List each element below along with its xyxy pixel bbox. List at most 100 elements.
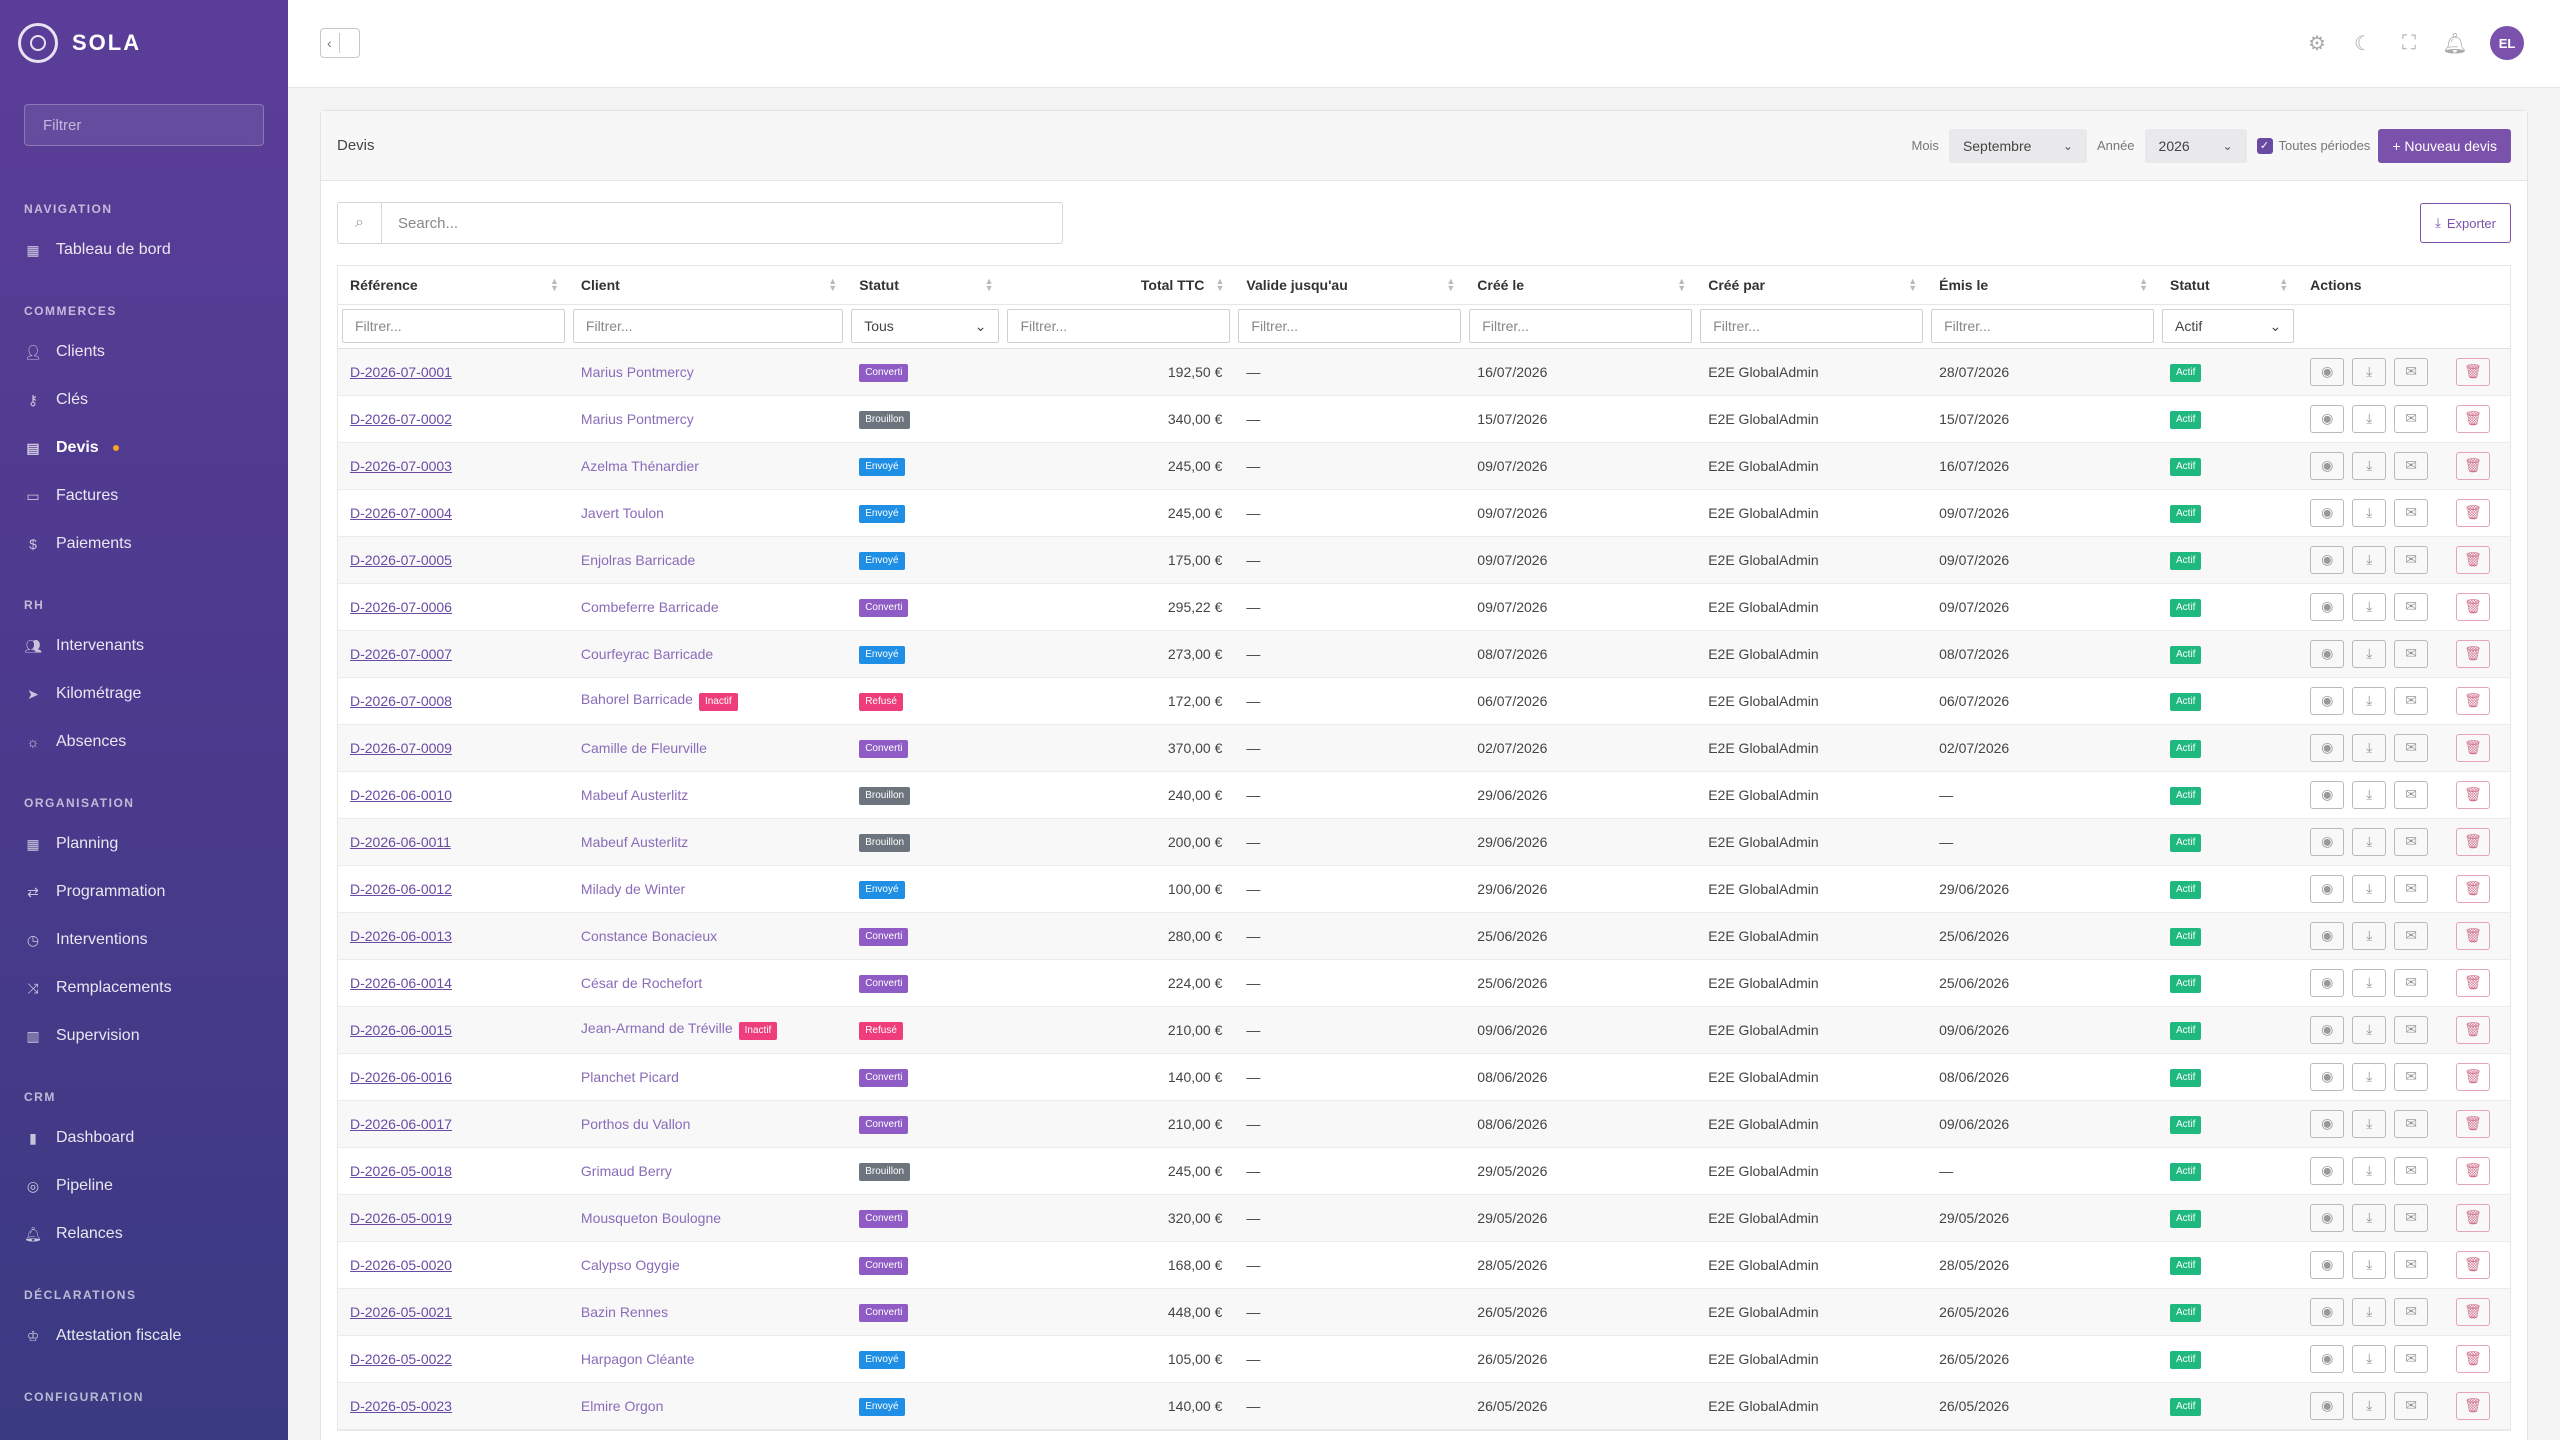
sidebar-item-devis[interactable]: ▤ Devis <box>0 424 288 472</box>
sidebar-item-relances[interactable]: 🔔︎ Relances <box>0 1210 288 1258</box>
delete-button[interactable]: 🗑︎ <box>2456 357 2490 386</box>
quote-reference-link[interactable]: D-2026-06-0012 <box>350 880 452 897</box>
view-button[interactable]: ◉ <box>2310 1203 2345 1232</box>
client-name[interactable]: Porthos du Vallon <box>580 1115 691 1132</box>
download-button[interactable]: ⤓ <box>2352 921 2387 950</box>
quote-reference-link[interactable]: D-2026-07-0002 <box>350 410 452 427</box>
email-button[interactable]: ✉ <box>2394 1297 2429 1326</box>
client-name[interactable]: Camille de Fleurville <box>580 739 707 756</box>
download-button[interactable]: ⤓ <box>2352 686 2387 715</box>
email-button[interactable]: ✉ <box>2394 451 2429 480</box>
month-select[interactable]: Septembre ⌄ <box>1948 128 2087 163</box>
delete-button[interactable]: 🗑︎ <box>2456 639 2490 668</box>
sidebar-item-kilometrage[interactable]: ➤ Kilométrage <box>0 670 288 718</box>
delete-button[interactable]: 🗑︎ <box>2456 1203 2490 1232</box>
col-issued[interactable]: Émis le ▲ ▼ <box>1927 266 2159 305</box>
email-button[interactable]: ✉ <box>2394 921 2429 950</box>
quote-reference-link[interactable]: D-2026-06-0016 <box>350 1068 452 1085</box>
delete-button[interactable]: 🗑︎ <box>2456 404 2490 433</box>
quote-reference-link[interactable]: D-2026-07-0008 <box>350 692 452 709</box>
fullscreen-icon[interactable]: ⛶ <box>2402 31 2416 54</box>
sidebar-item-programmation[interactable]: ⇄ Programmation <box>0 868 288 916</box>
sidebar-item-planning[interactable]: ▦ Planning <box>0 820 288 868</box>
download-button[interactable]: ⤓ <box>2352 592 2387 621</box>
download-button[interactable]: ⤓ <box>2352 498 2387 527</box>
client-name[interactable]: Mousqueton Boulogne <box>580 1209 722 1226</box>
download-button[interactable]: ⤓ <box>2352 451 2387 480</box>
delete-button[interactable]: 🗑︎ <box>2456 1015 2490 1044</box>
sidebar-item-supervision[interactable]: ▥ Supervision <box>0 1012 288 1060</box>
quote-reference-link[interactable]: D-2026-05-0022 <box>350 1350 452 1367</box>
quote-reference-link[interactable]: D-2026-07-0005 <box>350 551 452 568</box>
client-name[interactable]: Constance Bonacieux <box>580 927 718 944</box>
view-button[interactable]: ◉ <box>2310 968 2345 997</box>
sidebar-item-intervenants[interactable]: 👥︎ Intervenants <box>0 622 288 670</box>
view-button[interactable]: ◉ <box>2310 780 2345 809</box>
col-reference[interactable]: Référence ▲ ▼ <box>338 266 569 305</box>
view-button[interactable]: ◉ <box>2310 1391 2345 1420</box>
email-button[interactable]: ✉ <box>2394 592 2429 621</box>
view-button[interactable]: ◉ <box>2310 1344 2345 1373</box>
client-name[interactable]: Bahorel Barricade <box>580 690 693 707</box>
moon-icon[interactable]: ☾ <box>2354 32 2372 55</box>
quote-reference-link[interactable]: D-2026-07-0001 <box>350 363 452 380</box>
email-button[interactable]: ✉ <box>2394 1156 2429 1185</box>
email-button[interactable]: ✉ <box>2394 357 2429 386</box>
client-name[interactable]: César de Rochefort <box>580 974 703 991</box>
view-button[interactable]: ◉ <box>2310 1297 2345 1326</box>
download-button[interactable]: ⤓ <box>2352 545 2387 574</box>
sidebar-item-remplacements[interactable]: ⤨ Remplacements <box>0 964 288 1012</box>
download-button[interactable]: ⤓ <box>2352 1344 2387 1373</box>
sidebar-item-tableau-de-bord[interactable]: ▦ Tableau de bord <box>0 226 288 274</box>
filter-total[interactable]: Filtrer... <box>1007 309 1231 343</box>
view-button[interactable]: ◉ <box>2310 404 2345 433</box>
quote-reference-link[interactable]: D-2026-06-0010 <box>350 786 452 803</box>
quote-reference-link[interactable]: D-2026-05-0021 <box>350 1303 452 1320</box>
email-button[interactable]: ✉ <box>2394 1203 2429 1232</box>
view-button[interactable]: ◉ <box>2310 498 2345 527</box>
quote-reference-link[interactable]: D-2026-05-0018 <box>350 1162 452 1179</box>
year-select[interactable]: 2026 ⌄ <box>2144 128 2247 163</box>
sidebar-item-pipeline[interactable]: ◎ Pipeline <box>0 1162 288 1210</box>
delete-button[interactable]: 🗑︎ <box>2456 733 2490 762</box>
sidebar-item-interventions[interactable]: ◷ Interventions <box>0 916 288 964</box>
col-client[interactable]: Client ▲ ▼ <box>568 266 848 305</box>
email-button[interactable]: ✉ <box>2394 404 2429 433</box>
delete-button[interactable]: 🗑︎ <box>2456 1109 2490 1138</box>
email-button[interactable]: ✉ <box>2394 545 2429 574</box>
view-button[interactable]: ◉ <box>2310 1015 2345 1044</box>
download-button[interactable]: ⤓ <box>2352 827 2387 856</box>
delete-button[interactable]: 🗑︎ <box>2456 968 2490 997</box>
quote-reference-link[interactable]: D-2026-05-0019 <box>350 1209 452 1226</box>
sidebar-item-clients[interactable]: 👤︎ Clients <box>0 328 288 376</box>
download-button[interactable]: ⤓ <box>2352 968 2387 997</box>
filter-client[interactable]: Filtrer... <box>572 309 844 343</box>
client-name[interactable]: Combeferre Barricade <box>580 598 719 615</box>
filter-valid-until[interactable]: Filtrer... <box>1238 309 1462 343</box>
quote-reference-link[interactable]: D-2026-07-0006 <box>350 598 452 615</box>
quote-reference-link[interactable]: D-2026-06-0014 <box>350 974 452 991</box>
brand[interactable]: SOLA <box>0 0 288 86</box>
download-button[interactable]: ⤓ <box>2352 404 2387 433</box>
download-button[interactable]: ⤓ <box>2352 1203 2387 1232</box>
collapse-sidebar-button[interactable]: ‹ <box>320 28 360 58</box>
download-button[interactable]: ⤓ <box>2352 1062 2387 1091</box>
download-button[interactable]: ⤓ <box>2352 1391 2387 1420</box>
client-name[interactable]: Planchet Picard <box>580 1068 679 1085</box>
filter-issued[interactable]: Filtrer... <box>1931 309 2155 343</box>
delete-button[interactable]: 🗑︎ <box>2456 780 2490 809</box>
quote-reference-link[interactable]: D-2026-05-0020 <box>350 1256 452 1273</box>
download-button[interactable]: ⤓ <box>2352 1015 2387 1044</box>
client-name[interactable]: Bazin Rennes <box>580 1303 669 1320</box>
avatar[interactable]: EL <box>2490 26 2524 60</box>
sidebar-item-attestation-fiscale[interactable]: ♔ Attestation fiscale <box>0 1312 288 1360</box>
client-name[interactable]: Elmire Orgon <box>580 1397 664 1414</box>
email-button[interactable]: ✉ <box>2394 733 2429 762</box>
quote-reference-link[interactable]: D-2026-06-0017 <box>350 1115 452 1132</box>
delete-button[interactable]: 🗑︎ <box>2456 827 2490 856</box>
sidebar-item-factures[interactable]: ▭ Factures <box>0 472 288 520</box>
view-button[interactable]: ◉ <box>2310 1250 2345 1279</box>
filter-created[interactable]: Filtrer... <box>1469 309 1693 343</box>
filter-reference[interactable]: Filtrer... <box>342 309 565 343</box>
delete-button[interactable]: 🗑︎ <box>2456 1156 2490 1185</box>
